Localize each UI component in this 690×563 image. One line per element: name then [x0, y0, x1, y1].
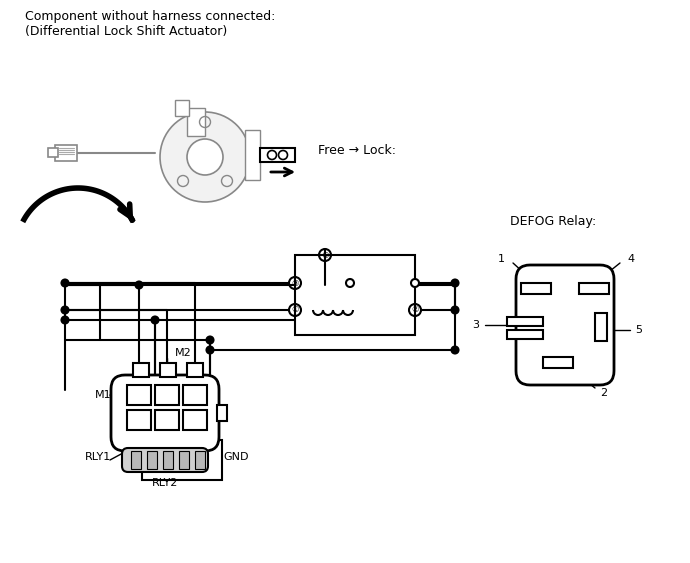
Text: 1: 1 — [498, 254, 505, 264]
Text: 3: 3 — [472, 320, 479, 330]
Bar — [187, 363, 203, 377]
Text: RLY1: RLY1 — [85, 452, 111, 462]
Text: RLY2: RLY2 — [152, 478, 178, 488]
Circle shape — [61, 316, 68, 324]
Bar — [521, 283, 551, 294]
Bar — [183, 385, 207, 405]
Circle shape — [346, 279, 354, 287]
Text: 3: 3 — [135, 390, 143, 400]
FancyBboxPatch shape — [122, 448, 208, 472]
Bar — [507, 330, 543, 339]
FancyBboxPatch shape — [111, 375, 219, 451]
Circle shape — [152, 316, 159, 324]
Bar — [217, 405, 227, 421]
Circle shape — [187, 139, 223, 175]
Text: 2: 2 — [600, 388, 607, 398]
Bar — [260, 148, 295, 162]
Circle shape — [206, 337, 213, 343]
Bar — [507, 317, 543, 326]
Bar — [155, 410, 179, 430]
Circle shape — [451, 306, 458, 314]
Text: Free → Lock:: Free → Lock: — [318, 144, 396, 157]
Bar — [163, 451, 173, 469]
Circle shape — [411, 279, 419, 287]
Text: 1: 1 — [192, 390, 199, 400]
Text: ③: ③ — [291, 279, 299, 288]
Circle shape — [206, 346, 213, 354]
Circle shape — [61, 279, 68, 287]
Circle shape — [61, 306, 68, 314]
Bar — [595, 313, 607, 341]
Bar — [127, 385, 151, 405]
Bar — [175, 100, 189, 116]
Bar — [147, 451, 157, 469]
Bar — [183, 410, 207, 430]
Bar — [195, 451, 205, 469]
Text: Component without harness connected:
(Differential Lock Shift Actuator): Component without harness connected: (Di… — [25, 10, 275, 38]
Bar — [133, 363, 149, 377]
Bar — [295, 255, 415, 335]
Bar — [55, 145, 77, 161]
Text: GND: GND — [223, 452, 248, 462]
Bar — [187, 108, 205, 136]
Text: 4: 4 — [627, 254, 634, 264]
Circle shape — [135, 282, 143, 288]
Text: 5: 5 — [164, 415, 170, 425]
Text: ⊖: ⊖ — [157, 454, 167, 467]
Text: ①: ① — [291, 306, 299, 315]
Bar — [131, 451, 141, 469]
Text: DEFOG Relay:: DEFOG Relay: — [510, 215, 596, 228]
Text: 4: 4 — [191, 415, 199, 425]
Circle shape — [160, 112, 250, 202]
Text: 6: 6 — [135, 415, 143, 425]
Bar — [179, 451, 189, 469]
Text: 2: 2 — [164, 390, 170, 400]
Circle shape — [451, 346, 458, 354]
Text: M2: M2 — [175, 348, 192, 358]
Bar — [579, 283, 609, 294]
Circle shape — [451, 279, 458, 287]
Bar — [160, 363, 176, 377]
Text: 5: 5 — [635, 325, 642, 335]
Bar — [155, 385, 179, 405]
Bar — [142, 440, 222, 480]
Bar — [48, 148, 58, 157]
Text: ①: ① — [322, 251, 328, 260]
Text: M1: M1 — [95, 390, 112, 400]
Bar — [245, 130, 260, 180]
Text: ②: ② — [411, 306, 419, 315]
Text: ⊕: ⊕ — [194, 454, 204, 467]
Bar — [543, 357, 573, 368]
FancyBboxPatch shape — [516, 265, 614, 385]
Bar — [127, 410, 151, 430]
